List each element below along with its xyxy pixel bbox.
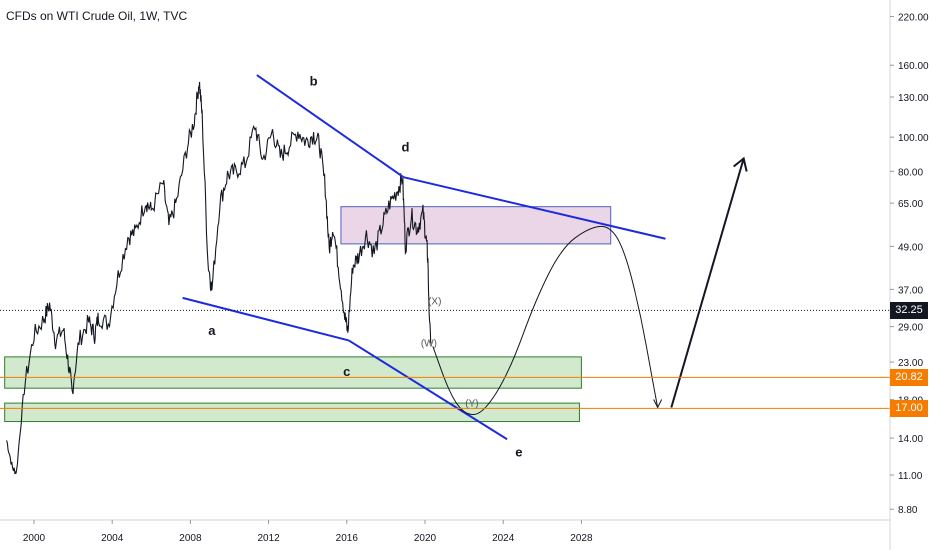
- wave-label: (X): [428, 297, 441, 308]
- price-tick-label: 160.00: [898, 61, 929, 72]
- wave-label: a: [208, 323, 216, 338]
- price-tick-label: 130.00: [898, 93, 929, 104]
- wave-label: e: [515, 445, 522, 460]
- time-tick-label: 2012: [257, 533, 280, 544]
- wave-label: (Y): [465, 399, 478, 410]
- time-tick-label: 2028: [570, 533, 593, 544]
- price-tick-label: 100.00: [898, 133, 929, 144]
- price-badge: 32.25: [890, 301, 928, 319]
- horizontal-levels-layer: [0, 309, 890, 409]
- wave-label: c: [343, 364, 350, 379]
- price-tick-label: 37.00: [898, 285, 923, 296]
- support-zone-upper: [4, 356, 582, 389]
- price-tick-label: 220.00: [898, 12, 929, 23]
- price-tick-label: 14.00: [898, 434, 923, 445]
- price-tick-label: 49.00: [898, 242, 923, 253]
- time-tick-label: 2024: [492, 533, 515, 544]
- time-tick-label: 2008: [179, 533, 202, 544]
- price-tick-label: 11.00: [898, 471, 923, 482]
- zones-layer: [4, 206, 612, 423]
- price-tick-label: 65.00: [898, 199, 923, 210]
- time-tick-label: 2004: [101, 533, 124, 544]
- price-line: [6, 81, 432, 475]
- support-zone-lower: [4, 402, 580, 423]
- time-tick-label: 2000: [23, 533, 46, 544]
- chart-title: CFDs on WTI Crude Oil, 1W, TVC: [6, 9, 188, 23]
- projection-arrowhead-up: [733, 156, 748, 172]
- trendline-lower: [182, 296, 350, 342]
- price-tick-label: 8.80: [898, 505, 918, 516]
- price-tick-label: 80.00: [898, 167, 923, 178]
- wave-labels-layer: a b c d e (X) (W) (Y): [208, 74, 522, 460]
- time-tick-label: 2016: [336, 533, 359, 544]
- trendline-upper: [256, 74, 405, 178]
- price-tick-label: 23.00: [898, 358, 923, 369]
- projection-layer: [432, 156, 748, 416]
- price-badge: 17.00: [890, 399, 928, 417]
- price-badge: 20.82: [890, 368, 928, 386]
- trendline-upper2: [403, 176, 666, 240]
- wave-label: (W): [421, 338, 437, 349]
- resistance-zone: [340, 206, 612, 245]
- projection-arrowhead-down: [653, 399, 663, 409]
- trendline-lower2: [348, 339, 508, 441]
- wave-label: b: [310, 74, 318, 89]
- price-tick-label: 29.00: [898, 323, 923, 334]
- projection-arrow-up: [670, 158, 745, 408]
- wave-label: d: [401, 140, 409, 155]
- price-layer: [6, 81, 432, 475]
- projection-wave-path: [432, 225, 659, 416]
- trendlines-layer: [182, 74, 666, 441]
- time-tick-label: 2020: [414, 533, 437, 544]
